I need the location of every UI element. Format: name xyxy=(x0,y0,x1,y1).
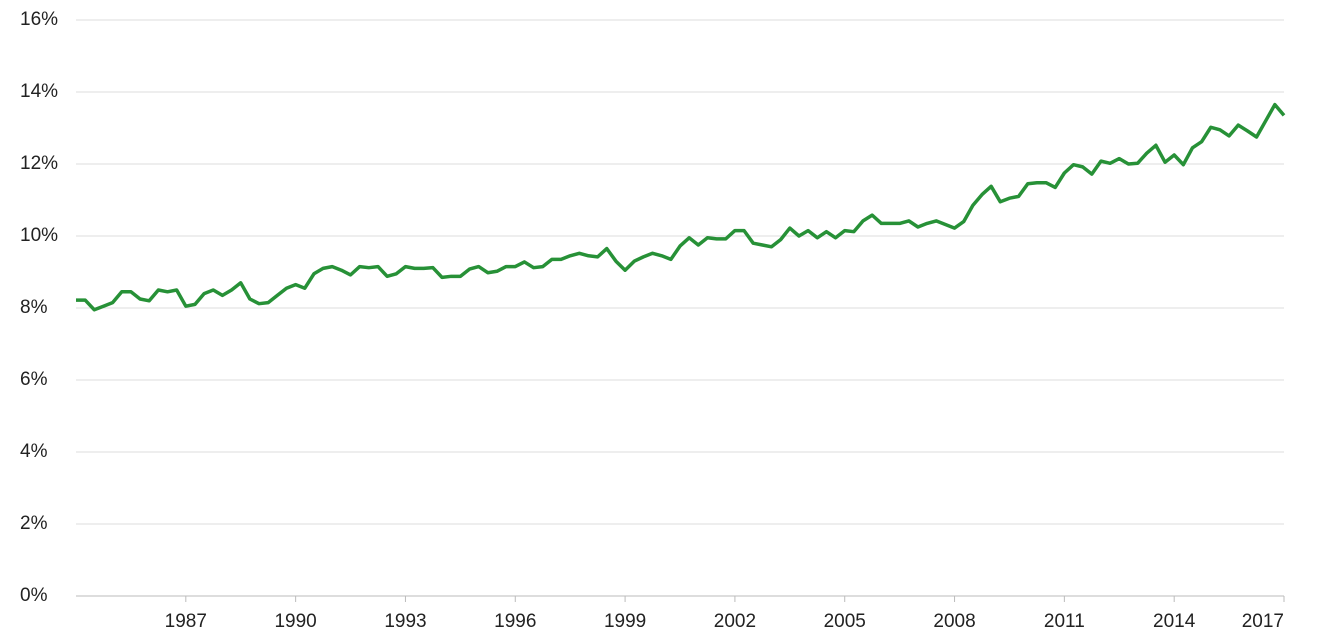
x-tick-label: 1993 xyxy=(384,611,426,632)
y-tick-label: 12% xyxy=(20,153,58,174)
x-tick-label: 1990 xyxy=(274,611,316,632)
x-tick-label: 2002 xyxy=(714,611,756,632)
x-tick-label: 2014 xyxy=(1153,611,1196,632)
line xyxy=(76,102,1286,312)
y-tick-label: 4% xyxy=(20,441,48,462)
y-tick-label: 14% xyxy=(20,81,58,102)
x-tick-label: 1996 xyxy=(494,611,536,632)
y-tick-label: 2% xyxy=(20,513,48,534)
x-tick-label: 1999 xyxy=(604,611,646,632)
x-tick-label: 2008 xyxy=(933,611,975,632)
y-tick-label: 6% xyxy=(20,369,48,390)
x-tick-label: 1987 xyxy=(165,611,207,632)
y-tick-label: 8% xyxy=(20,297,48,318)
y-tick-label: 10% xyxy=(20,225,58,246)
y-tick-label: 0% xyxy=(20,585,48,606)
x-tick-label: 2005 xyxy=(824,611,866,632)
x-tick-label: 2017 xyxy=(1242,611,1284,632)
y-tick-label: 16% xyxy=(20,9,58,30)
x-tick-label: 2011 xyxy=(1044,611,1085,632)
